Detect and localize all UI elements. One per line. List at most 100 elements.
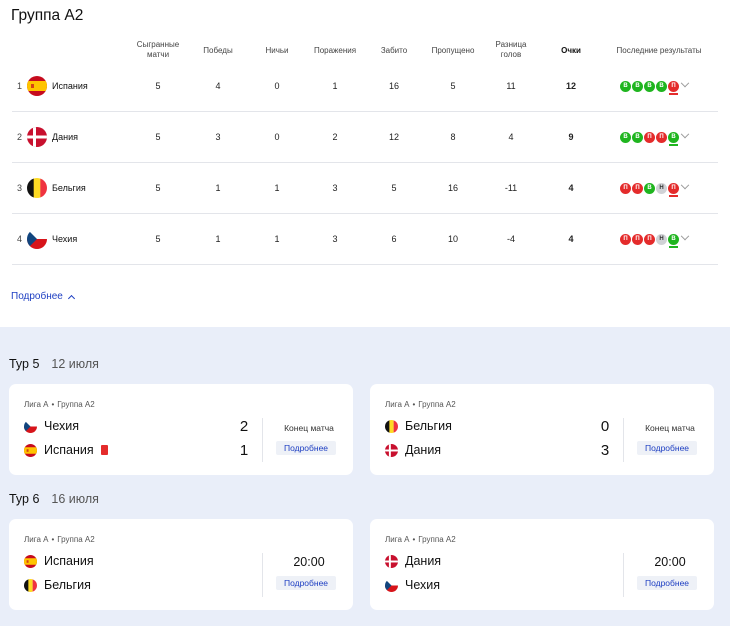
cell-goals-for: 5 bbox=[391, 183, 397, 193]
divider bbox=[262, 553, 263, 597]
round-date: 16 июля bbox=[51, 492, 99, 506]
match-details-button[interactable]: Подробнее bbox=[276, 576, 336, 590]
team-name: Испания bbox=[52, 81, 88, 91]
col-diff: Разница голов bbox=[495, 40, 526, 60]
divider bbox=[623, 418, 624, 462]
home-team: Испания bbox=[24, 554, 94, 568]
cell-losses: 1 bbox=[332, 81, 338, 91]
spain-flag-icon bbox=[27, 76, 47, 96]
result-badge: Н bbox=[656, 233, 667, 245]
home-team-name: Чехия bbox=[44, 419, 80, 433]
away-team-name: Испания bbox=[44, 443, 94, 457]
team-name: Дания bbox=[52, 132, 78, 142]
away-team-name: Дания bbox=[405, 443, 442, 457]
result-badge: В bbox=[644, 182, 655, 194]
cell-points: 4 bbox=[568, 234, 574, 244]
result-badge: В bbox=[620, 80, 631, 92]
match-time: 20:00 bbox=[654, 555, 686, 569]
match-league: Лига A • Группа A2 bbox=[385, 400, 456, 409]
col-goals-against: Пропущено bbox=[431, 46, 475, 55]
czech-flag-icon bbox=[24, 419, 37, 433]
group-name: Группа A2 bbox=[418, 400, 456, 409]
cell-goals-for: 16 bbox=[388, 81, 400, 91]
home-team-name: Бельгия bbox=[405, 419, 452, 433]
cell-goals-for: 12 bbox=[388, 132, 400, 142]
match-status: Конец матча bbox=[645, 423, 695, 433]
denmark-flag-icon bbox=[385, 554, 398, 568]
col-played-line2: матчи bbox=[146, 50, 170, 59]
cell-wins: 4 bbox=[215, 81, 221, 91]
separator-dot: • bbox=[51, 535, 55, 544]
match-details-button[interactable]: Подробнее bbox=[637, 441, 697, 455]
czech-flag-icon bbox=[27, 229, 47, 249]
round-title: Тур 5 bbox=[9, 357, 40, 371]
cell-diff: 11 bbox=[506, 81, 516, 91]
more-details-link[interactable]: Подробнее bbox=[11, 291, 75, 302]
league-name: Лига A bbox=[24, 535, 49, 544]
away-team-name: Бельгия bbox=[44, 578, 91, 592]
chevron-down-icon[interactable] bbox=[680, 231, 690, 241]
result-badge: В bbox=[644, 80, 655, 92]
cell-draws: 0 bbox=[274, 81, 280, 91]
cell-goals-against: 8 bbox=[450, 132, 456, 142]
result-badge: П bbox=[644, 233, 655, 245]
match-time: 20:00 bbox=[293, 555, 325, 569]
cell-goals-against: 16 bbox=[447, 183, 459, 193]
league-name: Лига A bbox=[385, 400, 410, 409]
result-badge: В bbox=[668, 131, 679, 146]
col-played-line1: Сыгранные bbox=[136, 40, 180, 49]
match-card[interactable]: Лига A • Группа A2 Чехия Испания 2 1 Конец матч… bbox=[9, 384, 353, 475]
match-card[interactable]: Лига A • Группа A2 Испания Бельгия 20:00 Подро… bbox=[9, 519, 353, 610]
table-row[interactable]: 1 Испания 5 4 0 1 16 5 11 12 В В В В П bbox=[12, 61, 718, 112]
col-losses: Поражения bbox=[313, 46, 357, 55]
cell-points: 12 bbox=[565, 81, 577, 91]
table-row[interactable]: 2 Дания 5 3 0 2 12 8 4 9 В В П П В bbox=[12, 112, 718, 163]
cell-draws: 0 bbox=[274, 132, 280, 142]
cell-goals-for: 6 bbox=[391, 234, 397, 244]
home-team-name: Испания bbox=[44, 554, 94, 568]
denmark-flag-icon bbox=[385, 443, 398, 457]
away-team: Дания bbox=[385, 443, 441, 457]
result-badge: Н bbox=[656, 182, 667, 194]
away-score: 3 bbox=[600, 442, 610, 459]
divider bbox=[262, 418, 263, 462]
separator-dot: • bbox=[412, 535, 416, 544]
cell-losses: 3 bbox=[332, 183, 338, 193]
home-score: 0 bbox=[600, 418, 610, 435]
chevron-down-icon[interactable] bbox=[680, 180, 690, 190]
denmark-flag-icon bbox=[27, 127, 47, 147]
match-details-button[interactable]: Подробнее bbox=[276, 441, 336, 455]
result-badge: В bbox=[668, 233, 679, 248]
more-details-label: Подробнее bbox=[11, 291, 63, 302]
away-team: Бельгия bbox=[24, 578, 91, 592]
home-score: 2 bbox=[239, 418, 249, 435]
cell-draws: 1 bbox=[274, 183, 280, 193]
group-name: Группа A2 bbox=[57, 400, 95, 409]
cell-diff: -4 bbox=[506, 234, 516, 244]
chevron-down-icon[interactable] bbox=[680, 78, 690, 88]
chevron-down-icon[interactable] bbox=[680, 129, 690, 139]
table-row[interactable]: 4 Чехия 5 1 1 3 6 10 -4 4 П П П Н В bbox=[12, 214, 718, 265]
spain-flag-icon bbox=[24, 554, 37, 568]
away-team-name: Чехия bbox=[405, 578, 441, 592]
col-diff-line1: Разница bbox=[495, 40, 527, 49]
away-team: Чехия bbox=[385, 578, 440, 592]
round-date: 12 июля bbox=[51, 357, 99, 371]
result-badge: П bbox=[668, 80, 679, 95]
table-header: Сыгранные матчи Победы Ничьи Поражения З… bbox=[0, 40, 730, 68]
result-badge: В bbox=[656, 80, 667, 92]
match-card[interactable]: Лига A • Группа A2 Бельгия Дания 0 3 Конец матч… bbox=[370, 384, 714, 475]
result-badge: П bbox=[632, 182, 643, 194]
red-card-icon bbox=[100, 445, 108, 455]
separator-dot: • bbox=[412, 400, 416, 409]
cell-played: 5 bbox=[155, 183, 161, 193]
round-5-header: Тур 5 12 июля bbox=[9, 357, 99, 371]
result-badge: П bbox=[668, 182, 679, 197]
result-badge: П bbox=[656, 131, 667, 143]
match-league: Лига A • Группа A2 bbox=[24, 535, 95, 544]
team-rank: 3 bbox=[17, 183, 23, 193]
table-row[interactable]: 3 Бельгия 5 1 1 3 5 16 -11 4 П П В Н П bbox=[12, 163, 718, 214]
match-details-button[interactable]: Подробнее bbox=[637, 576, 697, 590]
cell-diff: -11 bbox=[504, 183, 518, 193]
match-card[interactable]: Лига A • Группа A2 Дания Чехия 20:00 Подробнее bbox=[370, 519, 714, 610]
